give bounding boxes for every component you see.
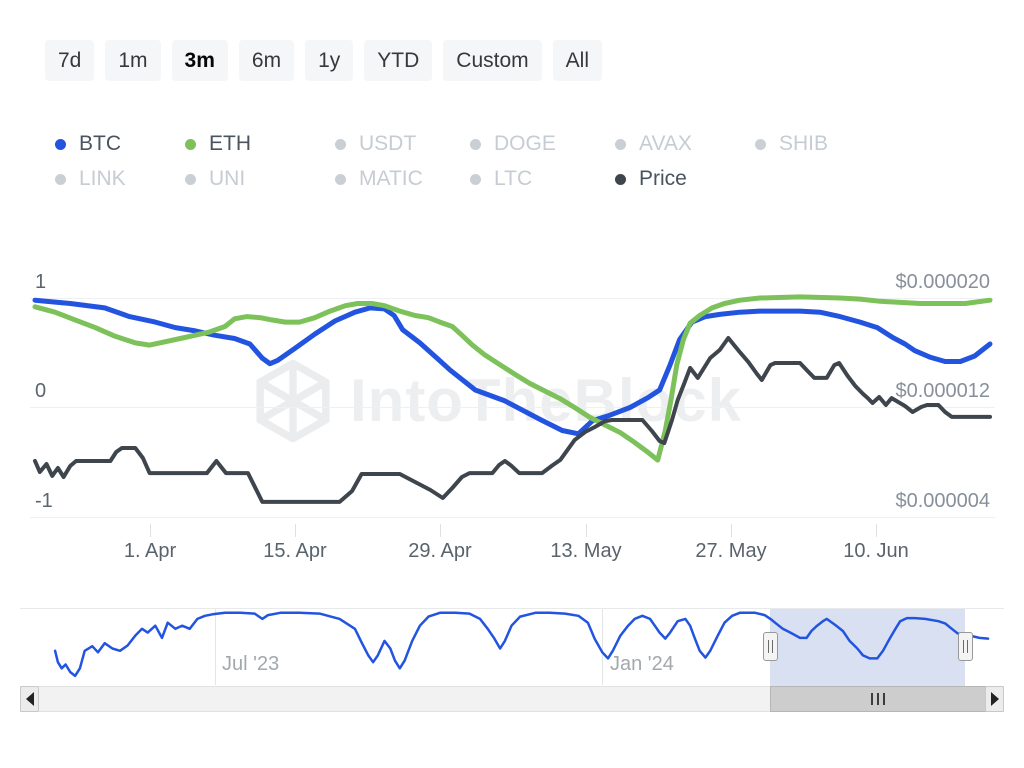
- legend-item-btc[interactable]: BTC: [55, 132, 185, 156]
- scrollbar-left-button[interactable]: [20, 686, 39, 712]
- navigator-top-border: [20, 608, 1004, 609]
- legend-item-avax[interactable]: AVAX: [615, 132, 755, 156]
- range-button-1m[interactable]: 1m: [105, 40, 161, 81]
- x-label-10jun: 10. Jun: [843, 540, 909, 562]
- handle-grip-icon: [963, 640, 964, 653]
- left-axis-label-1: 1: [35, 271, 47, 293]
- x-label-29apr: 29. Apr: [408, 540, 472, 562]
- range-button-6m[interactable]: 6m: [238, 40, 295, 81]
- legend-item-link[interactable]: LINK: [55, 167, 185, 191]
- x-tick-27may: [731, 524, 732, 537]
- scrollbar-right-button[interactable]: [985, 686, 1004, 712]
- left-axis-label-0: 0: [35, 380, 47, 402]
- x-tick-13may: [586, 524, 587, 537]
- legend-item-usdt[interactable]: USDT: [335, 132, 470, 156]
- navigator-label-jan24: Jan '24: [610, 653, 674, 675]
- right-axis-label-4: $0.000004: [895, 490, 990, 512]
- range-button-ytd[interactable]: YTD: [364, 40, 433, 81]
- right-axis-label-20: $0.000020: [895, 271, 990, 293]
- navigator-right-handle[interactable]: [958, 632, 973, 661]
- x-tick-15apr: [295, 524, 296, 537]
- legend-item-eth[interactable]: ETH: [185, 132, 335, 156]
- legend-item-price[interactable]: Price: [615, 167, 755, 191]
- shib-dot-icon: [755, 138, 766, 150]
- legend-item-doge[interactable]: DOGE: [470, 132, 615, 156]
- left-axis-label-minus-1: -1: [35, 490, 53, 512]
- navigator-scrollbar-thumb[interactable]: [770, 686, 986, 712]
- ltc-dot-icon: [470, 173, 481, 185]
- range-button-1y[interactable]: 1y: [305, 40, 354, 81]
- right-axis-label-12: $0.000012: [895, 380, 990, 402]
- handle-grip-icon: [768, 640, 769, 653]
- link-dot-icon: [55, 173, 66, 185]
- x-label-15apr: 15. Apr: [263, 540, 327, 562]
- matic-dot-icon: [335, 173, 346, 185]
- range-button-custom[interactable]: Custom: [443, 40, 542, 81]
- time-range-selector: 7d 1m 3m 6m 1y YTD Custom All: [45, 40, 602, 81]
- right-arrow-icon: [990, 692, 999, 706]
- legend-item-shib[interactable]: SHIB: [755, 132, 915, 156]
- avax-dot-icon: [615, 138, 626, 150]
- navigator[interactable]: [35, 609, 990, 685]
- price-dot-icon: [615, 173, 626, 185]
- usdt-dot-icon: [335, 138, 346, 150]
- main-chart-plot[interactable]: [35, 283, 990, 527]
- doge-dot-icon: [470, 138, 481, 150]
- legend-item-matic[interactable]: MATIC: [335, 167, 470, 191]
- x-tick-1apr: [150, 524, 151, 537]
- navigator-label-jul23: Jul '23: [222, 653, 280, 675]
- scrollbar-grip-icon: [871, 693, 873, 705]
- x-label-27may: 27. May: [695, 540, 767, 562]
- x-label-13may: 13. May: [550, 540, 622, 562]
- range-button-all[interactable]: All: [552, 40, 602, 81]
- x-label-1apr: 1. Apr: [123, 540, 177, 562]
- uni-dot-icon: [185, 173, 196, 185]
- x-tick-10jun: [876, 524, 877, 537]
- legend-item-uni[interactable]: UNI: [185, 167, 335, 191]
- btc-dot-icon: [55, 138, 66, 150]
- left-arrow-icon: [25, 692, 34, 706]
- range-button-7d[interactable]: 7d: [45, 40, 95, 81]
- legend-item-ltc[interactable]: LTC: [470, 167, 615, 191]
- navigator-left-handle[interactable]: [763, 632, 778, 661]
- eth-dot-icon: [185, 138, 196, 150]
- series-legend: BTC ETH USDT DOGE AVAX SHIB LINK UNI MAT…: [55, 132, 915, 191]
- x-tick-29apr: [440, 524, 441, 537]
- gridline-minus-1: [30, 517, 995, 518]
- range-button-3m[interactable]: 3m: [171, 40, 228, 81]
